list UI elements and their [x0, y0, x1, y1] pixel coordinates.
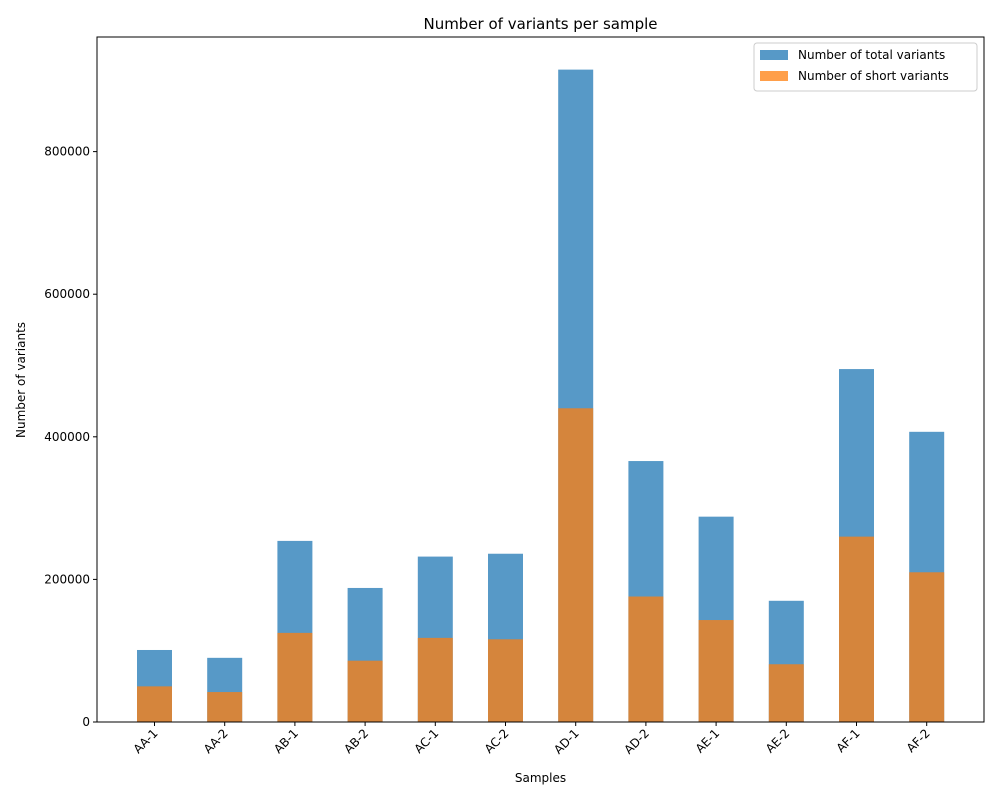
plot-area [137, 69, 945, 723]
legend-swatch-total [760, 50, 788, 60]
y-tick-label: 800000 [44, 145, 90, 159]
chart-title: Number of variants per sample [423, 15, 657, 33]
bar-short-AA-1 [137, 686, 172, 722]
bar-short-AF-2 [909, 572, 945, 722]
y-axis-label: Number of variants [14, 322, 28, 438]
bar-short-AE-2 [768, 664, 804, 722]
bar-short-AE-1 [698, 620, 734, 722]
plot-frame [96, 36, 985, 723]
x-axis-label: Samples [515, 771, 566, 785]
bar-short-AD-2 [628, 596, 664, 722]
y-tick-label: 200000 [44, 572, 90, 586]
legend-label-total: Number of total variants [798, 48, 945, 62]
legend-swatch-short [760, 71, 788, 81]
bar-short-AF-1 [839, 536, 874, 722]
legend: Number of total variants Number of short … [753, 42, 978, 92]
bar-short-AB-2 [347, 660, 383, 722]
bar-short-AA-2 [207, 692, 243, 722]
legend-box [753, 42, 978, 92]
y-tick-label: 600000 [44, 287, 90, 301]
legend-label-short: Number of short variants [798, 69, 949, 83]
bar-short-AB-1 [277, 632, 313, 722]
y-tick-label: 400000 [44, 430, 90, 444]
bar-short-AD-1 [558, 408, 594, 722]
y-axis: 0 200000 400000 600000 800000 [44, 145, 97, 729]
bar-short-AC-2 [488, 639, 523, 722]
y-tick-label: 0 [82, 715, 90, 729]
bar-short-AC-1 [417, 637, 453, 722]
